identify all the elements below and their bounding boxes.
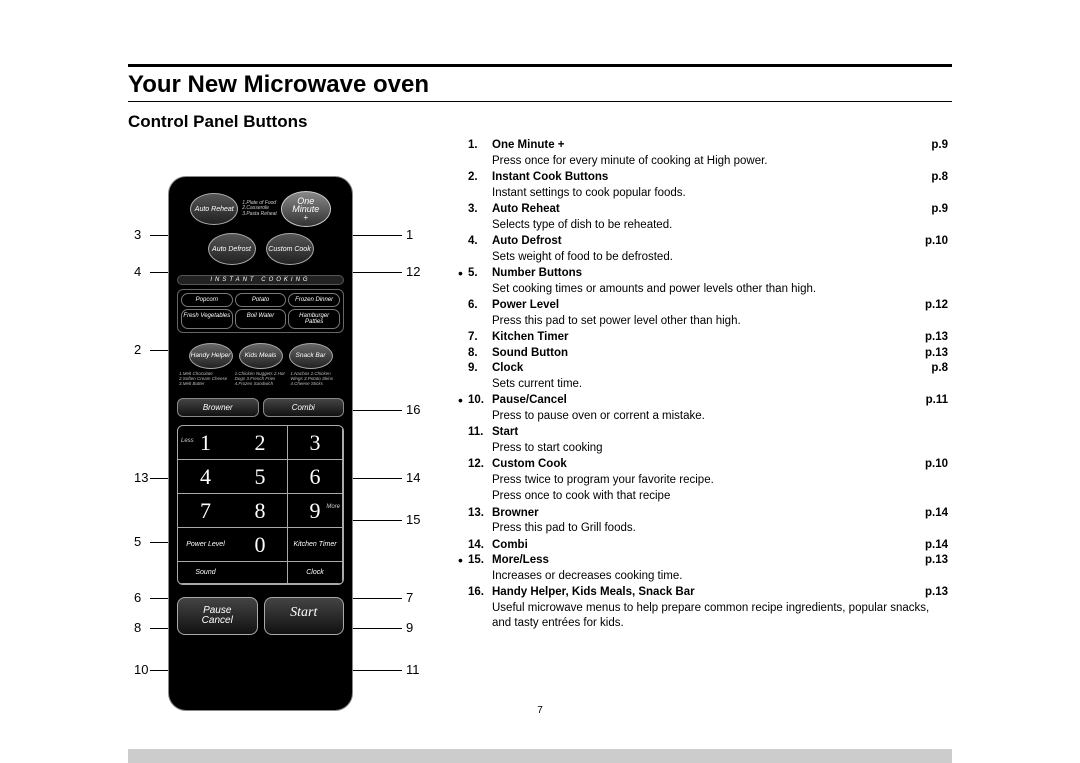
start-button[interactable]: Start — [264, 597, 345, 635]
power-level-button[interactable]: Power Level — [178, 528, 233, 562]
callout-line — [352, 520, 402, 521]
auto-reheat-button[interactable]: Auto Reheat — [190, 193, 238, 225]
instant-cook-button[interactable]: Boil Water — [235, 309, 287, 329]
callout-line — [352, 272, 402, 273]
instant-cook-button[interactable]: Frozen Dinner — [288, 293, 340, 307]
digit-0[interactable]: 0 — [233, 528, 288, 562]
legend-item: 4.Auto Defrostp.10 — [468, 234, 948, 250]
section-title: Control Panel Buttons — [128, 112, 952, 132]
instant-cook-grid: Popcorn Potato Frozen Dinner Fresh Veget… — [177, 289, 344, 333]
callout-number: 5 — [134, 534, 141, 549]
callout-line — [352, 628, 402, 629]
callout-number: 6 — [134, 590, 141, 605]
callout-number: 9 — [406, 620, 413, 635]
callout-line — [150, 670, 170, 671]
more-label: More — [326, 504, 340, 510]
rule-mid — [128, 101, 952, 102]
callout-number: 13 — [134, 470, 148, 485]
callout-line — [150, 478, 170, 479]
callout-line — [150, 598, 170, 599]
callout-number: 7 — [406, 590, 413, 605]
callout-line — [352, 598, 402, 599]
control-panel: Auto Reheat 1.Plate of Food 2.Casserole … — [168, 176, 353, 711]
helper-sub-labels: 1.Melt Chocolate 2.Soften Cream Cheese 3… — [177, 371, 344, 386]
page-title: Your New Microwave oven — [128, 71, 952, 99]
kids-meals-button[interactable]: Kids Meals — [239, 343, 283, 369]
pause-cancel-button[interactable]: Pause Cancel — [177, 597, 258, 635]
one-minute-button[interactable]: One Minute + — [281, 191, 331, 227]
less-label: Less — [181, 438, 194, 444]
instant-cook-button[interactable]: Hamburger Patties — [288, 309, 340, 329]
callout-number: 3 — [134, 227, 141, 242]
callout-number: 12 — [406, 264, 420, 279]
callout-number: 15 — [406, 512, 420, 527]
content-row: 3421356810 1121614157911 Auto Reheat 1.P… — [128, 138, 952, 633]
digit-6[interactable]: 6 — [288, 460, 343, 494]
rule-top — [128, 64, 952, 67]
auto-defrost-button[interactable]: Auto Defrost — [208, 233, 256, 265]
handy-helper-button[interactable]: Handy Helper — [189, 343, 233, 369]
instant-cook-button[interactable]: Potato — [235, 293, 287, 307]
callout-number: 16 — [406, 402, 420, 417]
digit-9[interactable]: 9 — [288, 494, 343, 528]
legend-item: 9.Clockp.8 — [468, 361, 948, 377]
callout-number: 4 — [134, 264, 141, 279]
legend-item: 13.Brownerp.14 — [468, 506, 948, 522]
callout-number: 11 — [406, 662, 420, 677]
legend-item: 7.Kitchen Timerp.13 — [468, 330, 948, 346]
sound-button[interactable]: Sound — [178, 562, 233, 584]
callout-number: 1 — [406, 227, 413, 242]
digit-7[interactable]: 7 — [178, 494, 233, 528]
diagram-column: 3421356810 1121614157911 Auto Reheat 1.P… — [128, 138, 468, 633]
callout-line — [150, 272, 170, 273]
callout-line — [150, 628, 170, 629]
legend-item: 11.Start — [468, 425, 948, 441]
legend-item: 2.Instant Cook Buttonsp.8 — [468, 170, 948, 186]
number-keypad: Less More 1 2 3 4 5 6 7 8 9 Power Level … — [177, 425, 344, 585]
panel-wrap: Auto Reheat 1.Plate of Food 2.Casserole … — [168, 176, 353, 711]
legend-item: 14.Combip.14 — [468, 538, 948, 554]
clock-button[interactable]: Clock — [288, 562, 343, 584]
digit-4[interactable]: 4 — [178, 460, 233, 494]
combi-button[interactable]: Combi — [263, 398, 345, 417]
digit-8[interactable]: 8 — [233, 494, 288, 528]
instant-cook-button[interactable]: Fresh Vegetables — [181, 309, 233, 329]
footer-bar — [128, 749, 952, 763]
snack-bar-button[interactable]: Snack Bar — [289, 343, 333, 369]
legend-item: 3.Auto Reheatp.9 — [468, 202, 948, 218]
callout-line — [352, 235, 402, 236]
callout-number: 10 — [134, 662, 148, 677]
legend-item: 8.Sound Buttonp.13 — [468, 346, 948, 362]
callout-line — [352, 670, 402, 671]
callout-line — [150, 235, 170, 236]
callout-line — [352, 478, 402, 479]
manual-page: Your New Microwave oven Control Panel Bu… — [128, 64, 952, 734]
callout-line — [352, 410, 402, 411]
digit-3[interactable]: 3 — [288, 426, 343, 460]
legend-item: 16.Handy Helper, Kids Meals, Snack Barp.… — [468, 585, 948, 601]
legend-item: 1.One Minute +p.9 — [468, 138, 948, 154]
callout-number: 14 — [406, 470, 420, 485]
legend-item: 12.Custom Cookp.10 — [468, 457, 948, 473]
callout-line — [150, 350, 170, 351]
kitchen-timer-button[interactable]: Kitchen Timer — [288, 528, 343, 562]
legend-item: 6.Power Levelp.12 — [468, 298, 948, 314]
digit-5[interactable]: 5 — [233, 460, 288, 494]
callout-number: 8 — [134, 620, 141, 635]
auto-reheat-list: 1.Plate of Food 2.Casserole 3.Pasta Rehe… — [242, 201, 276, 218]
digit-2[interactable]: 2 — [233, 426, 288, 460]
instant-cooking-label: INSTANT COOKING — [177, 275, 344, 285]
legend-list: 1.One Minute +p.9Press once for every mi… — [468, 138, 948, 633]
callout-line — [150, 542, 170, 543]
custom-cook-button[interactable]: Custom Cook — [266, 233, 314, 265]
instant-cook-button[interactable]: Popcorn — [181, 293, 233, 307]
browner-button[interactable]: Browner — [177, 398, 259, 417]
callout-number: 2 — [134, 342, 141, 357]
page-number: 7 — [537, 705, 543, 716]
